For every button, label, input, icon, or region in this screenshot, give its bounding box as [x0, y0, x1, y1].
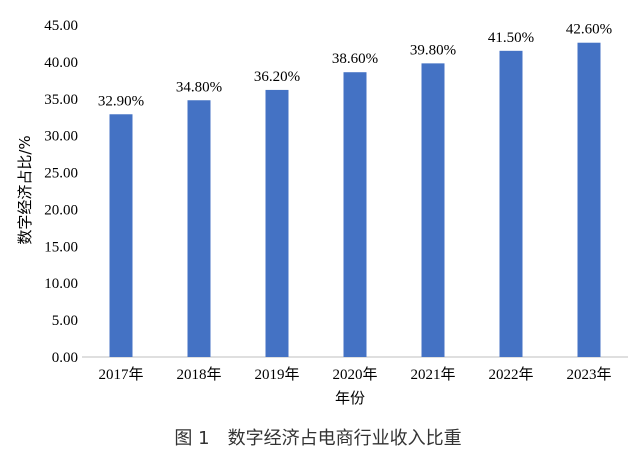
data-label: 36.20% [254, 69, 300, 85]
data-label: 41.50% [488, 30, 534, 46]
figure-caption: 图 1 数字经济占电商行业收入比重 [174, 428, 461, 449]
data-label: 39.80% [410, 42, 456, 58]
bar [265, 89, 289, 358]
data-label: 38.60% [332, 51, 378, 67]
x-tick-label: 2017年 [98, 366, 143, 383]
y-tick-label: 25.00 [44, 166, 78, 182]
y-tick-label: 30.00 [44, 129, 78, 145]
bar [109, 114, 133, 357]
data-label: 42.60% [566, 22, 612, 38]
x-tick-label: 2021年 [410, 366, 455, 383]
x-tick-label: 2020年 [332, 366, 377, 383]
data-label: 34.80% [176, 79, 222, 95]
y-tick-label: 10.00 [44, 276, 78, 292]
x-tick-label: 2023年 [566, 366, 611, 383]
y-tick-label: 5.00 [52, 313, 78, 329]
bar [421, 63, 445, 358]
bar [187, 100, 211, 358]
y-tick-label: 0.00 [52, 350, 78, 366]
x-tick-label: 2018年 [176, 366, 221, 383]
y-tick-label: 15.00 [44, 239, 78, 255]
y-tick-label: 45.00 [44, 18, 78, 34]
bar [343, 72, 367, 358]
x-axis-title: 年份 [335, 389, 365, 407]
y-tick-label: 20.00 [44, 202, 78, 218]
y-tick-label: 35.00 [44, 92, 78, 108]
bar [499, 50, 523, 357]
plot-area: 0.00 5.00 10.00 15.00 20.00 25.00 30.00 35.00 40… [44, 18, 628, 383]
x-tick-label: 2022年 [488, 366, 533, 383]
bar [577, 42, 601, 357]
data-label: 32.90% [98, 93, 144, 109]
y-axis-title: 数字经济占比/% [16, 135, 34, 244]
x-tick-label: 2019年 [254, 366, 299, 383]
y-tick-label: 40.00 [44, 55, 78, 71]
